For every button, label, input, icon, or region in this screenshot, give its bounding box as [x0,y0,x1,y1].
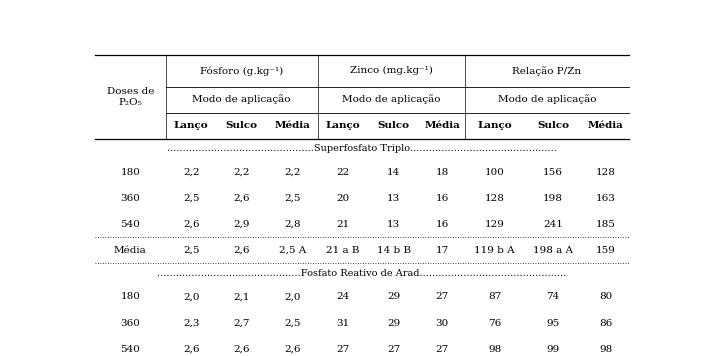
Text: 17: 17 [436,246,449,255]
Text: 2,6: 2,6 [234,345,250,354]
Text: Fósforo (g.kg⁻¹): Fósforo (g.kg⁻¹) [200,66,283,75]
Text: Lanço: Lanço [174,121,208,130]
Text: 2,6: 2,6 [234,246,250,255]
Text: 27: 27 [436,345,449,354]
Text: 14 b B: 14 b B [376,246,411,255]
Text: 2,9: 2,9 [234,220,250,229]
Text: 13: 13 [387,194,400,203]
Text: 27: 27 [387,345,400,354]
Text: 21: 21 [336,220,349,229]
Text: 99: 99 [546,345,560,354]
Text: 2,2: 2,2 [183,168,199,177]
Text: 2,6: 2,6 [183,345,199,354]
Text: 159: 159 [596,246,616,255]
Text: 21 a B: 21 a B [326,246,360,255]
Text: 129: 129 [484,220,505,229]
Text: 18: 18 [436,168,449,177]
Text: 29: 29 [387,319,400,328]
Text: 30: 30 [436,319,449,328]
Text: 2,0: 2,0 [284,293,301,302]
Text: 2,0: 2,0 [183,293,199,302]
Text: 2,2: 2,2 [234,168,250,177]
Text: 98: 98 [488,345,501,354]
Text: 2,1: 2,1 [234,293,250,302]
Text: ..............................................Fosfato Reativo de Arad...........: ........................................… [157,269,566,278]
Text: Modo de aplicação: Modo de aplicação [498,95,597,105]
Text: 22: 22 [336,168,349,177]
Text: 360: 360 [121,319,140,328]
Text: ...............................................Superfosfato Triplo..............: ........................................… [167,145,557,153]
Text: 24: 24 [336,293,349,302]
Text: Média: Média [424,121,460,130]
Text: 2,5: 2,5 [183,194,199,203]
Text: Modo de aplicação: Modo de aplicação [342,95,441,105]
Text: 540: 540 [121,345,140,354]
Text: 198: 198 [544,194,563,203]
Text: 20: 20 [336,194,349,203]
Text: 2,6: 2,6 [234,194,250,203]
Text: 2,5: 2,5 [284,319,301,328]
Text: Doses de
P₂O₅: Doses de P₂O₅ [107,87,154,106]
Text: 87: 87 [488,293,501,302]
Text: 95: 95 [546,319,560,328]
Text: Lanço: Lanço [325,121,360,130]
Text: 74: 74 [546,293,560,302]
Text: 2,2: 2,2 [284,168,301,177]
Text: Sulco: Sulco [226,121,258,130]
Text: 2,3: 2,3 [183,319,199,328]
Text: 540: 540 [121,220,140,229]
Text: 27: 27 [436,293,449,302]
Text: 156: 156 [544,168,563,177]
Text: 76: 76 [488,319,501,328]
Text: 31: 31 [336,319,349,328]
Text: 180: 180 [121,293,140,302]
Text: 360: 360 [121,194,140,203]
Text: Média: Média [114,246,147,255]
Text: 100: 100 [484,168,505,177]
Text: 27: 27 [336,345,349,354]
Text: Relação P/Zn: Relação P/Zn [513,66,582,76]
Text: 2,5 A: 2,5 A [279,246,306,255]
Text: 80: 80 [599,293,612,302]
Text: 16: 16 [436,194,449,203]
Text: 2,7: 2,7 [234,319,250,328]
Text: 128: 128 [484,194,505,203]
Text: Zinco (mg.kg⁻¹): Zinco (mg.kg⁻¹) [350,66,433,75]
Text: 241: 241 [544,220,563,229]
Text: 13: 13 [387,220,400,229]
Text: 180: 180 [121,168,140,177]
Text: Lanço: Lanço [477,121,512,130]
Text: 16: 16 [436,220,449,229]
Text: Média: Média [588,121,623,130]
Text: 2,6: 2,6 [183,220,199,229]
Text: 98: 98 [599,345,612,354]
Text: Sulco: Sulco [378,121,409,130]
Text: 163: 163 [596,194,616,203]
Text: 198 a A: 198 a A [533,246,573,255]
Text: Sulco: Sulco [537,121,569,130]
Text: 128: 128 [596,168,616,177]
Text: 86: 86 [599,319,612,328]
Text: 2,6: 2,6 [284,345,301,354]
Text: 29: 29 [387,293,400,302]
Text: 185: 185 [596,220,616,229]
Text: 2,8: 2,8 [284,220,301,229]
Text: Modo de aplicação: Modo de aplicação [193,95,291,105]
Text: 2,5: 2,5 [183,246,199,255]
Text: Média: Média [275,121,310,130]
Text: 14: 14 [387,168,400,177]
Text: 119 b A: 119 b A [474,246,515,255]
Text: 2,5: 2,5 [284,194,301,203]
